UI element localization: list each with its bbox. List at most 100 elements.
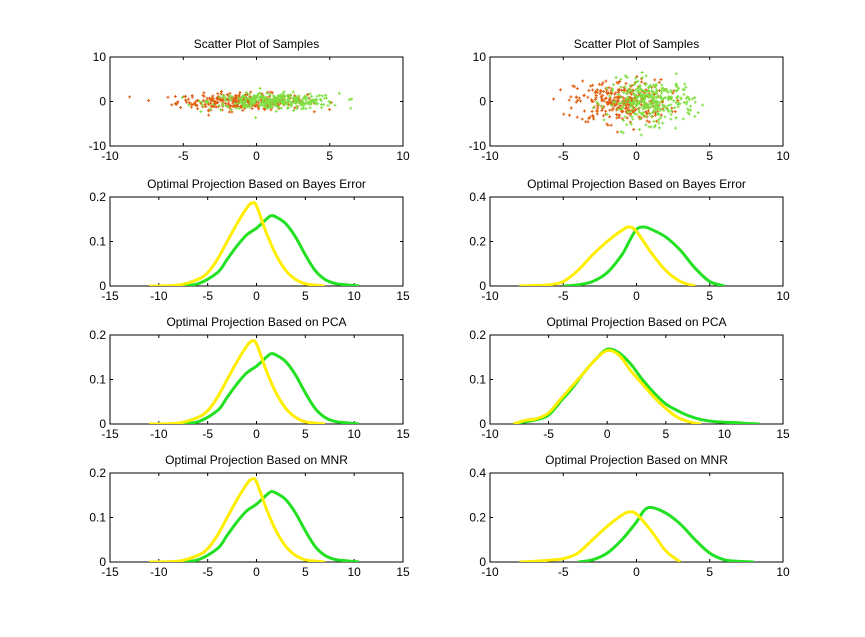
scatter-point-series-1 (552, 97, 556, 101)
scatter-point-series-1 (598, 92, 602, 96)
scatter-point-series-2 (674, 116, 678, 120)
scatter-point-series-2 (295, 107, 299, 111)
x-tick-label: -5 (202, 565, 213, 579)
scatter-point-series-2 (678, 102, 682, 106)
scatter-point-series-1 (610, 92, 614, 96)
scatter-point-series-2 (283, 99, 287, 103)
scatter-point-series-1 (602, 99, 606, 103)
scatter-point-series-2 (617, 102, 621, 106)
plot-area (519, 505, 754, 562)
scatter-point-series-2 (649, 85, 653, 89)
scatter-point-series-1 (573, 85, 577, 89)
scatter-point-series-2 (656, 100, 660, 104)
scatter-point-series-1 (569, 95, 573, 99)
x-tick-label: 5 (706, 149, 713, 163)
scatter-point-series-1 (235, 104, 239, 108)
x-tick-label: -5 (543, 427, 554, 441)
scatter-point-series-2 (629, 101, 633, 105)
scatter-point-series-2 (319, 103, 323, 107)
scatter-point-series-1 (618, 113, 622, 117)
scatter-point-series-2 (652, 109, 656, 113)
scatter-point-series-2 (644, 106, 648, 110)
subplot-5: Optimal Projection Based on PCA -15 -10 -5 0… (89, 315, 410, 441)
scatter-point-series-2 (626, 90, 630, 94)
x-tick-label: 0 (253, 149, 260, 163)
x-tick-label: 10 (718, 427, 732, 441)
x-tick-label: 5 (662, 427, 669, 441)
scatter-point-series-1 (195, 104, 199, 108)
scatter-point-series-2 (197, 99, 201, 103)
scatter-point-series-2 (691, 97, 695, 101)
scatter-point-series-2 (655, 96, 659, 100)
scatter-point-series-2 (656, 107, 660, 111)
y-tick-label: -10 (469, 139, 487, 153)
scatter-point-series-2 (679, 96, 683, 100)
density-line-green (577, 505, 754, 562)
scatter-point-series-2 (350, 97, 354, 101)
x-tick-label: 0 (633, 149, 640, 163)
scatter-point-series-2 (320, 94, 324, 98)
scatter-point-series-2 (267, 102, 271, 106)
scatter-point-series-2 (264, 96, 268, 100)
scatter-point-series-2 (625, 92, 629, 96)
scatter-point-series-2 (279, 97, 283, 101)
scatter-point-series-2 (634, 76, 638, 80)
scatter-point-series-1 (207, 109, 211, 113)
scatter-point-series-2 (274, 104, 278, 108)
subplot-6: Optimal Projection Based on PCA -10 -5 0 5 10… (469, 315, 790, 441)
scatter-point-series-1 (611, 106, 615, 110)
y-tick-label: -10 (89, 139, 107, 153)
scatter-point-series-2 (319, 98, 323, 102)
plot-area (519, 225, 725, 286)
scatter-point-series-2 (654, 82, 658, 86)
scatter-point-series-1 (184, 94, 188, 98)
scatter-point-series-1 (655, 119, 659, 123)
scatter-point-series-2 (605, 86, 609, 90)
scatter-point-series-2 (236, 101, 240, 105)
scatter-point-series-1 (594, 95, 598, 99)
axes-frame (489, 472, 784, 563)
scatter-point-series-2 (316, 102, 320, 106)
scatter-point-series-2 (674, 82, 678, 86)
scatter-point-series-1 (212, 99, 216, 103)
scatter-point-series-2 (224, 98, 228, 102)
scatter-point-series-2 (249, 99, 253, 103)
scatter-point-series-2 (240, 102, 244, 106)
scatter-point-series-1 (562, 112, 566, 116)
scatter-point-series-1 (632, 127, 636, 131)
scatter-point-series-2 (296, 99, 300, 103)
scatter-point-series-1 (606, 101, 610, 105)
scatter-point-series-2 (659, 96, 663, 100)
scatter-point-series-2 (628, 84, 632, 88)
scatter-point-series-1 (609, 123, 613, 127)
scatter-point-series-2 (279, 100, 283, 104)
scatter-point-series-2 (621, 100, 625, 104)
scatter-point-series-2 (259, 95, 263, 99)
scatter-point-series-2 (684, 96, 688, 100)
scatter-point-series-2 (263, 103, 267, 107)
scatter-point-series-2 (264, 105, 268, 109)
scatter-point-series-2 (685, 100, 689, 104)
x-tick-label: 5 (706, 289, 713, 303)
scatter-point-series-1 (596, 109, 600, 113)
scatter-point-series-2 (656, 94, 660, 98)
subplot-8: Optimal Projection Based on MNR -10 -5 0 5 10… (469, 453, 790, 579)
scatter-point-series-2 (655, 99, 659, 103)
scatter-point-series-2 (237, 96, 241, 100)
scatter-point-series-2 (640, 111, 644, 115)
scatter-point-series-2 (669, 89, 673, 93)
scatter-point-series-2 (320, 106, 324, 110)
scatter-point-series-2 (286, 94, 290, 98)
scatter-point-series-1 (571, 84, 575, 88)
scatter-point-series-1 (207, 103, 211, 107)
scatter-point-series-1 (676, 98, 680, 102)
x-tick-label: 5 (302, 427, 309, 441)
scatter-point-series-1 (626, 102, 630, 106)
scatter-point-series-2 (654, 108, 658, 112)
scatter-point-series-2 (684, 85, 688, 89)
plot-area (149, 339, 360, 424)
scatter-point-series-2 (693, 100, 697, 104)
scatter-point-series-1 (216, 97, 220, 101)
scatter-point-series-2 (652, 83, 656, 87)
scatter-point-series-2 (292, 108, 296, 112)
